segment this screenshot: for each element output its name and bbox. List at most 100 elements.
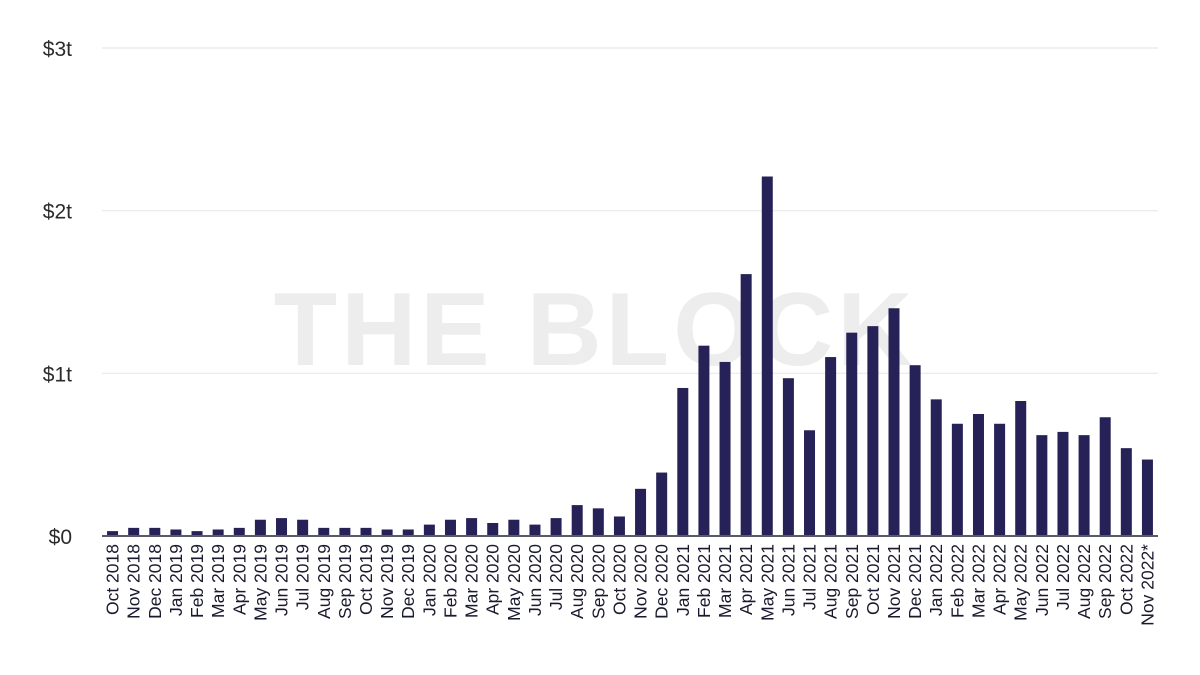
bar <box>740 274 752 536</box>
x-tick-label: Jun 2020 <box>525 544 545 616</box>
bar <box>719 361 731 536</box>
y-tick-label: $0 <box>49 526 72 549</box>
bar <box>571 505 583 536</box>
x-tick-label: Oct 2022 <box>1116 544 1136 615</box>
bar <box>867 326 879 536</box>
x-tick-label: Jan 2019 <box>166 544 186 616</box>
bar <box>381 529 393 536</box>
bar <box>529 524 541 536</box>
bar <box>170 529 182 536</box>
bar <box>951 423 963 536</box>
y-tick-label: $3t <box>43 38 72 61</box>
bar <box>508 519 520 536</box>
x-tick-label: Jun 2019 <box>272 544 292 616</box>
bar <box>128 527 140 536</box>
bar <box>444 519 456 536</box>
bar <box>318 527 330 536</box>
bar <box>846 332 858 536</box>
x-tick-label: Nov 2022* <box>1137 544 1157 626</box>
bar <box>360 527 372 536</box>
x-tick-label: Oct 2018 <box>103 544 123 615</box>
x-tick-label: Aug 2019 <box>314 544 334 619</box>
bar <box>782 378 794 536</box>
bar <box>1078 435 1090 536</box>
bar <box>888 308 900 536</box>
x-axis-tick-labels: Oct 2018 Nov 2018 Dec 2018 Jan 2019 Feb 2019… <box>103 544 1158 626</box>
bar <box>149 527 161 536</box>
bar <box>212 529 224 536</box>
x-tick-label: Jan 2022 <box>926 544 946 616</box>
x-tick-label: May 2020 <box>504 544 524 621</box>
bar <box>804 430 816 536</box>
x-tick-label: Sep 2020 <box>588 544 608 619</box>
x-tick-label: Feb 2022 <box>947 544 967 618</box>
bar <box>1036 435 1048 536</box>
x-tick-label: Jul 2019 <box>293 544 313 610</box>
x-tick-label: Nov 2018 <box>124 544 144 619</box>
bar <box>909 365 921 536</box>
x-tick-label: Mar 2020 <box>462 544 482 618</box>
x-tick-label: Jan 2020 <box>419 544 439 616</box>
bar <box>677 387 689 536</box>
bar <box>1015 400 1027 536</box>
bar <box>613 516 625 536</box>
bar <box>1120 448 1132 536</box>
x-tick-label: Oct 2020 <box>609 544 629 615</box>
x-tick-label: Apr 2019 <box>229 544 249 615</box>
x-tick-label: Feb 2019 <box>187 544 207 618</box>
bar <box>930 399 942 536</box>
bars <box>107 176 1153 537</box>
bar <box>550 518 562 536</box>
x-tick-label: Dec 2020 <box>652 544 672 619</box>
x-tick-label: Aug 2020 <box>567 544 587 619</box>
x-tick-label: Oct 2021 <box>863 544 883 615</box>
bar <box>994 423 1006 536</box>
x-tick-label: Sep 2021 <box>842 544 862 619</box>
bar <box>656 472 668 536</box>
bar <box>233 527 245 536</box>
y-tick-label: $2t <box>43 201 72 224</box>
x-tick-label: Feb 2020 <box>440 544 460 618</box>
bar <box>402 529 414 536</box>
x-tick-label: Apr 2020 <box>483 544 503 615</box>
bar <box>1057 431 1069 536</box>
bar <box>825 357 837 536</box>
x-tick-label: Jul 2022 <box>1053 544 1073 610</box>
bar <box>297 519 309 536</box>
bar <box>191 531 203 536</box>
x-tick-label: Dec 2019 <box>398 544 418 619</box>
x-tick-label: Jan 2021 <box>673 544 693 616</box>
watermark-text: THE BLOCK <box>274 272 917 388</box>
bar <box>592 508 604 536</box>
bar <box>276 518 288 536</box>
bar <box>254 519 266 536</box>
x-tick-label: Mar 2021 <box>715 544 735 618</box>
x-tick-label: Aug 2021 <box>821 544 841 619</box>
x-tick-label: May 2021 <box>757 544 777 621</box>
x-tick-label: Aug 2022 <box>1074 544 1094 619</box>
x-tick-label: Nov 2019 <box>377 544 397 619</box>
x-tick-label: Apr 2022 <box>990 544 1010 615</box>
bar <box>761 176 773 537</box>
bar <box>339 527 351 536</box>
x-tick-label: Dec 2021 <box>905 544 925 619</box>
bar <box>635 488 647 536</box>
x-tick-label: May 2022 <box>1011 544 1031 621</box>
gridlines <box>102 47 1158 374</box>
x-tick-label: Jul 2021 <box>800 544 820 610</box>
x-tick-label: Nov 2021 <box>884 544 904 619</box>
x-tick-label: Sep 2022 <box>1095 544 1115 619</box>
bar <box>423 524 435 536</box>
y-tick-label: $1t <box>43 363 72 386</box>
x-tick-label: Jun 2021 <box>778 544 798 616</box>
x-tick-label: Nov 2020 <box>631 544 651 619</box>
x-tick-label: May 2019 <box>250 544 270 621</box>
y-axis-tick-labels: $0 $1t $2t $3t <box>43 38 72 549</box>
x-tick-label: Jul 2020 <box>546 544 566 610</box>
x-tick-label: Dec 2018 <box>145 544 165 619</box>
x-tick-label: Feb 2021 <box>694 544 714 618</box>
x-tick-label: Sep 2019 <box>335 544 355 619</box>
bar <box>698 345 710 536</box>
